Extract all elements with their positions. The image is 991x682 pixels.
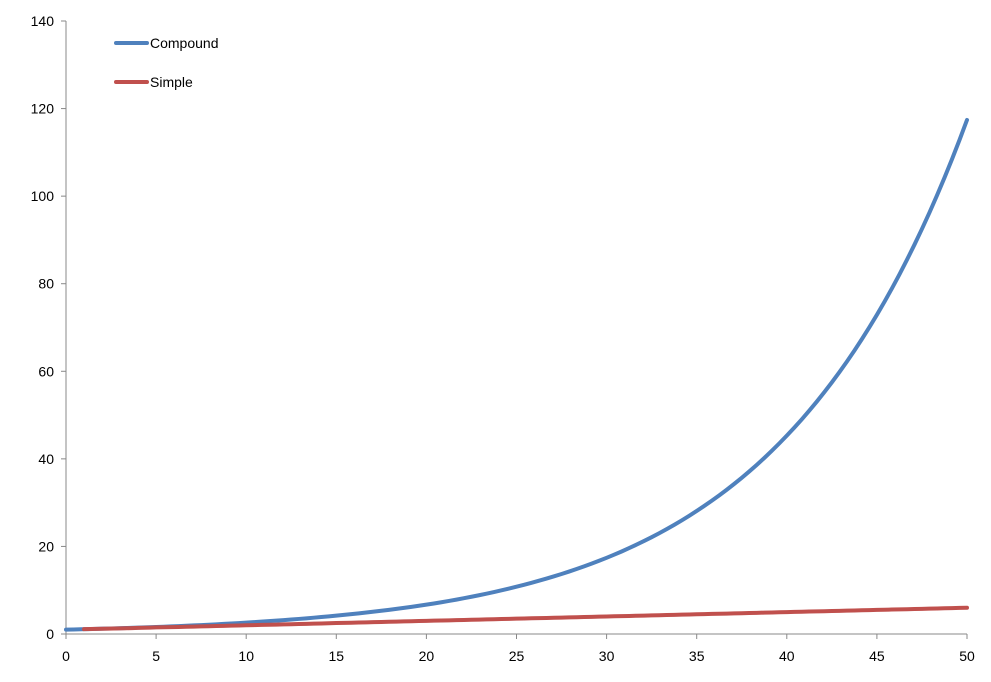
y-tick-label: 100 [31,188,55,204]
x-tick-label: 20 [419,648,435,664]
legend-label-compound: Compound [150,35,219,51]
x-tick-label: 30 [599,648,615,664]
x-tick-label: 40 [779,648,795,664]
x-tick-label: 25 [509,648,525,664]
x-tick-label: 15 [329,648,345,664]
y-tick-label: 60 [38,363,54,379]
y-tick-label: 20 [38,538,54,554]
y-tick-label: 80 [38,276,54,292]
legend-label-simple: Simple [150,74,193,90]
x-tick-label: 50 [959,648,975,664]
ticks: 0 20 40 60 80 100 120 140 0 5 10 15 20 25 30 35 40 45 50 [31,13,975,664]
y-tick-label: 140 [31,13,55,29]
x-tick-label: 0 [62,648,70,664]
y-tick-label: 120 [31,101,55,117]
x-tick-label: 10 [238,648,254,664]
series-line-simple [82,605,969,632]
series-lines [64,117,969,632]
x-tick-label: 35 [689,648,705,664]
legend: Compound Simple [114,35,219,90]
y-tick-label: 40 [38,451,54,467]
x-tick-label: 5 [152,648,160,664]
axes [65,21,967,635]
series-line-compound [64,117,969,632]
x-tick-label: 45 [869,648,885,664]
y-tick-label: 0 [46,626,54,642]
